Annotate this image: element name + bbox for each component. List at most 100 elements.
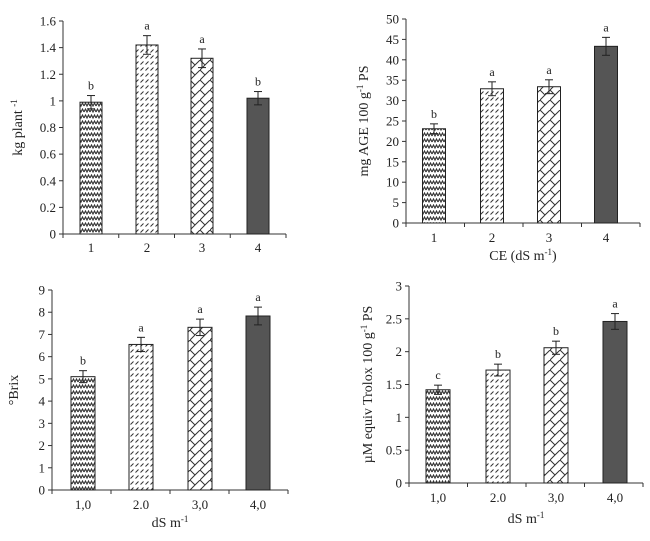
y-tick-label: 0.5 [386, 443, 402, 458]
x-tick-label: 1,0 [75, 497, 91, 512]
bar-2 [485, 369, 511, 484]
y-axis-label-suffix: PS [361, 306, 376, 325]
y-tick-label: 5 [39, 371, 46, 386]
y-axis-label-text: mg AGE 100 g [357, 92, 372, 176]
y-axis-label: mg AGE 100 g-1 PS [355, 66, 372, 177]
significance-letter: a [197, 302, 203, 316]
y-tick-label: 3 [39, 416, 46, 431]
bar-4 [245, 315, 271, 491]
y-tick-label: 8 [39, 305, 46, 320]
significance-letter: a [199, 32, 205, 46]
y-axis-label-text: kg plant [11, 107, 26, 156]
bar-4 [594, 45, 618, 224]
y-tick-label: 1.6 [40, 14, 57, 29]
x-axis-label-superscript: -1 [181, 514, 189, 524]
significance-letter: b [80, 354, 86, 368]
x-axis-label: dS m-1 [152, 514, 189, 531]
bar-3 [190, 57, 214, 235]
x-tick-label: 1 [88, 240, 95, 255]
y-tick-label: 1.2 [40, 67, 56, 82]
x-tick-label: 4,0 [607, 490, 623, 505]
significance-letter: a [546, 63, 552, 77]
x-axis-label: dS m-1 [508, 510, 545, 527]
bar-1 [425, 389, 451, 484]
y-tick-label: 2 [39, 438, 46, 453]
y-tick-label: 30 [386, 93, 399, 108]
bar-4 [246, 97, 270, 235]
y-tick-label: 0.8 [40, 120, 56, 135]
bar-4 [602, 320, 628, 484]
y-tick-label: 0 [393, 216, 400, 231]
bar-1 [79, 101, 103, 235]
y-tick-label: 0.4 [40, 173, 57, 188]
y-tick-label: 3 [396, 279, 403, 294]
x-tick-label: 3 [546, 230, 553, 245]
x-tick-label: 2 [489, 230, 496, 245]
significance-letter: a [255, 290, 261, 304]
y-tick-label: 0.6 [40, 147, 57, 162]
x-axis-label-superscript: -1 [545, 247, 553, 257]
x-axis-label-text: dS m [508, 512, 537, 527]
x-tick-label: 3,0 [548, 490, 564, 505]
y-axis-label-text: °Brix [7, 375, 22, 406]
y-tick-label: 6 [39, 349, 46, 364]
x-tick-label: 1 [431, 230, 438, 245]
y-axis-label: °Brix [7, 375, 22, 406]
significance-letter: b [431, 107, 437, 121]
y-tick-label: 45 [386, 32, 399, 47]
significance-letter: c [435, 368, 440, 382]
bar-2 [480, 88, 504, 224]
bar-1 [70, 376, 96, 491]
y-tick-label: 0.2 [40, 200, 56, 215]
y-tick-label: 10 [386, 175, 399, 190]
y-tick-label: 0 [50, 227, 57, 242]
y-tick-label: 40 [386, 52, 399, 67]
y-tick-label: 5 [393, 195, 400, 210]
x-tick-label: 1,0 [430, 490, 446, 505]
y-tick-label: 35 [386, 73, 399, 88]
significance-letter: a [603, 20, 609, 34]
bar-3 [537, 86, 561, 224]
bar-3 [187, 326, 213, 491]
y-axis-label-superscript: -1 [9, 99, 19, 107]
significance-letter: a [138, 320, 144, 334]
y-axis-label-superscript: -1 [359, 325, 369, 333]
y-tick-label: 2.5 [386, 311, 402, 326]
x-tick-label: 3 [199, 240, 206, 255]
y-tick-label: 0 [396, 476, 403, 491]
significance-letter: b [255, 75, 261, 89]
bar-2 [135, 44, 159, 235]
significance-letter: a [144, 19, 150, 33]
y-axis-label-superscript: -1 [355, 85, 365, 93]
y-axis-label: µM equiv Trolox 100 g-1 PS [359, 306, 376, 464]
x-axis-label-superscript: -1 [537, 510, 545, 520]
significance-letter: b [88, 79, 94, 93]
y-axis-label: kg plant -1 [9, 99, 26, 156]
y-tick-label: 20 [386, 134, 399, 149]
x-tick-label: 2.0 [490, 490, 506, 505]
x-tick-label: 4 [603, 230, 610, 245]
chart-panel-2: 0 5 10 15 20 25 30 35 40 45 50 b 1 a 2 a 3 a 4 mg AGE 100 g… [355, 12, 641, 264]
significance-letter: a [612, 297, 618, 311]
y-tick-label: 1.4 [40, 40, 57, 55]
y-tick-label: 1 [39, 460, 46, 475]
y-axis-label-suffix: PS [357, 66, 372, 85]
bar-3 [543, 347, 569, 484]
bar-1 [422, 128, 446, 224]
y-tick-label: 25 [386, 114, 399, 129]
x-axis-label-text: dS m [152, 516, 181, 531]
y-tick-label: 50 [386, 12, 399, 27]
y-tick-label: 1 [50, 93, 57, 108]
y-tick-label: 1 [396, 410, 403, 425]
x-tick-label: 2 [144, 240, 151, 255]
y-tick-label: 1.5 [386, 377, 402, 392]
y-tick-label: 7 [39, 327, 46, 342]
x-axis-label-suffix: ) [552, 249, 557, 264]
y-axis-label-text: µM equiv Trolox 100 g [361, 332, 376, 463]
x-tick-label: 4 [255, 240, 262, 255]
x-tick-label: 4,0 [250, 497, 266, 512]
y-tick-label: 0 [39, 483, 46, 498]
significance-letter: a [489, 65, 495, 79]
y-tick-label: 9 [39, 283, 46, 298]
